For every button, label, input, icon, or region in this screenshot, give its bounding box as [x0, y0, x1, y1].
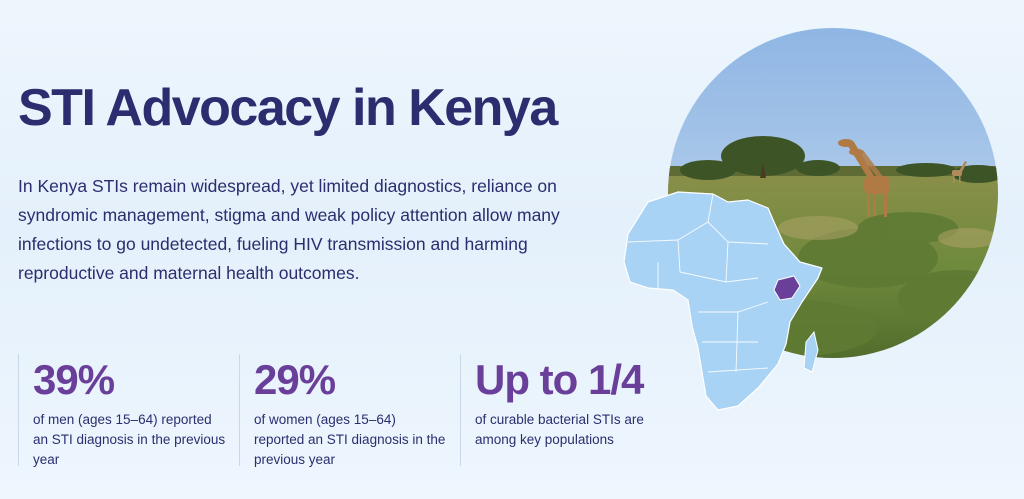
intro-paragraph: In Kenya STIs remain widespread, yet lim… [18, 176, 560, 283]
stat-women: 29% of women (ages 15–64) reported an ST… [239, 354, 449, 467]
africa-map [623, 191, 823, 411]
stat-value: 29% [254, 356, 336, 403]
madagascar [803, 330, 819, 373]
stat-value: Up to 1/4 [475, 356, 644, 403]
stat-value: 39% [33, 356, 115, 403]
kenya-highlight [773, 275, 801, 301]
stat-description: of curable bacterial STIs are among key … [475, 412, 644, 447]
africa-continent [623, 191, 823, 411]
stat-key-populations: Up to 1/4 of curable bacterial STIs are … [460, 354, 660, 466]
stat-men: 39% of men (ages 15–64) reported an STI … [18, 354, 228, 467]
stat-description: of women (ages 15–64) reported an STI di… [254, 412, 446, 467]
page-title: STI Advocacy in Kenya [18, 79, 558, 137]
stat-description: of men (ages 15–64) reported an STI diag… [33, 412, 226, 467]
